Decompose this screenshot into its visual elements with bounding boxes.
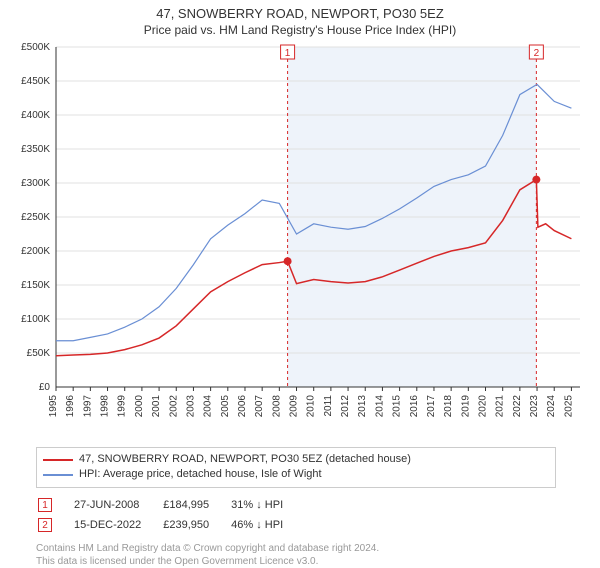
legend-label-2: HPI: Average price, detached house, Isle… xyxy=(79,467,322,482)
figure-container: 47, SNOWBERRY ROAD, NEWPORT, PO30 5EZ Pr… xyxy=(0,0,600,560)
legend-label-1: 47, SNOWBERRY ROAD, NEWPORT, PO30 5EZ (d… xyxy=(79,452,411,467)
marker-price: £184,995 xyxy=(163,496,229,514)
svg-text:2021: 2021 xyxy=(495,395,506,418)
svg-text:2005: 2005 xyxy=(220,395,231,418)
svg-text:2011: 2011 xyxy=(323,395,334,417)
svg-text:2003: 2003 xyxy=(185,395,196,418)
svg-text:2017: 2017 xyxy=(426,395,437,418)
svg-text:2000: 2000 xyxy=(134,395,145,418)
svg-text:£150K: £150K xyxy=(21,280,50,291)
svg-text:2: 2 xyxy=(534,48,540,59)
svg-text:2006: 2006 xyxy=(237,395,248,418)
svg-text:2007: 2007 xyxy=(254,395,265,418)
svg-text:1: 1 xyxy=(285,48,291,59)
marker-row: 2 15-DEC-2022£239,95046% ↓ HPI xyxy=(38,516,303,534)
svg-text:£50K: £50K xyxy=(27,348,51,359)
chart-title: 47, SNOWBERRY ROAD, NEWPORT, PO30 5EZ xyxy=(0,0,600,21)
marker-row: 1 27-JUN-2008£184,99531% ↓ HPI xyxy=(38,496,303,514)
svg-text:2018: 2018 xyxy=(443,395,454,418)
svg-text:£400K: £400K xyxy=(21,110,50,121)
svg-text:£200K: £200K xyxy=(21,246,50,257)
svg-text:£100K: £100K xyxy=(21,314,50,325)
svg-text:2009: 2009 xyxy=(289,395,300,418)
marker-delta: 31% ↓ HPI xyxy=(231,496,303,514)
svg-text:2004: 2004 xyxy=(203,395,214,418)
svg-text:1998: 1998 xyxy=(100,395,111,418)
svg-text:£350K: £350K xyxy=(21,144,50,155)
svg-text:1996: 1996 xyxy=(65,395,76,418)
marker-price: £239,950 xyxy=(163,516,229,534)
svg-text:1995: 1995 xyxy=(48,395,59,418)
svg-text:2012: 2012 xyxy=(340,395,351,418)
svg-text:£0: £0 xyxy=(39,382,51,393)
legend-swatch-1 xyxy=(43,459,73,461)
chart-svg: £0 £50K £100K £150K £200K £250K £300K £350K £400… xyxy=(0,41,600,441)
marker-badge: 1 xyxy=(38,498,52,512)
marker-date: 27-JUN-2008 xyxy=(74,496,161,514)
legend-box: 47, SNOWBERRY ROAD, NEWPORT, PO30 5EZ (d… xyxy=(36,447,556,488)
svg-text:2015: 2015 xyxy=(392,395,403,418)
legend-row: 47, SNOWBERRY ROAD, NEWPORT, PO30 5EZ (d… xyxy=(43,452,549,467)
svg-text:1999: 1999 xyxy=(117,395,128,418)
svg-text:2025: 2025 xyxy=(563,395,574,418)
svg-text:2024: 2024 xyxy=(546,395,557,418)
svg-text:2022: 2022 xyxy=(512,395,523,418)
footnote: Contains HM Land Registry data © Crown c… xyxy=(36,542,600,568)
svg-text:2002: 2002 xyxy=(168,395,179,418)
svg-text:£250K: £250K xyxy=(21,212,50,223)
footnote-line: Contains HM Land Registry data © Crown c… xyxy=(36,543,379,554)
svg-text:2014: 2014 xyxy=(374,395,385,418)
svg-text:2019: 2019 xyxy=(460,395,471,418)
svg-text:2008: 2008 xyxy=(271,395,282,418)
svg-text:2020: 2020 xyxy=(478,395,489,418)
chart-area: £0 £50K £100K £150K £200K £250K £300K £350K £400… xyxy=(0,41,600,441)
svg-text:2023: 2023 xyxy=(529,395,540,418)
svg-text:1997: 1997 xyxy=(82,395,93,418)
svg-text:2010: 2010 xyxy=(306,395,317,418)
marker-delta: 46% ↓ HPI xyxy=(231,516,303,534)
svg-text:2016: 2016 xyxy=(409,395,420,418)
chart-subtitle: Price paid vs. HM Land Registry's House … xyxy=(0,21,600,41)
marker-table: 1 27-JUN-2008£184,99531% ↓ HPI 2 15-DEC-202… xyxy=(36,494,305,536)
legend-swatch-2 xyxy=(43,474,73,476)
svg-text:£450K: £450K xyxy=(21,76,50,87)
svg-text:2013: 2013 xyxy=(357,395,368,418)
legend-row: HPI: Average price, detached house, Isle… xyxy=(43,467,549,482)
svg-text:£500K: £500K xyxy=(21,42,50,53)
footnote-line: This data is licensed under the Open Gov… xyxy=(36,556,318,567)
svg-text:2001: 2001 xyxy=(151,395,162,418)
svg-text:£300K: £300K xyxy=(21,178,50,189)
marker-badge: 2 xyxy=(38,518,52,532)
marker-date: 15-DEC-2022 xyxy=(74,516,161,534)
